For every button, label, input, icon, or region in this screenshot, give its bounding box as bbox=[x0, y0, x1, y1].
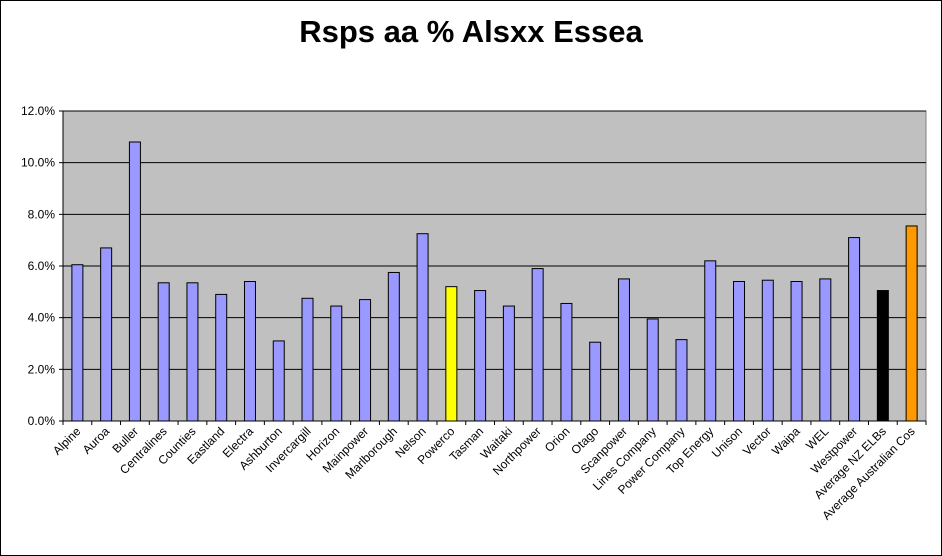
bar bbox=[243, 281, 256, 422]
bar bbox=[819, 278, 832, 422]
bar bbox=[186, 282, 199, 422]
bar bbox=[790, 281, 803, 422]
y-tick-label: 10.0% bbox=[21, 156, 55, 170]
bar bbox=[387, 271, 400, 422]
bar bbox=[100, 247, 113, 422]
x-tick-label: Waipa bbox=[769, 424, 803, 458]
bar bbox=[761, 279, 774, 422]
bar bbox=[617, 278, 630, 422]
bar bbox=[589, 341, 602, 422]
x-tick-label: Orion bbox=[542, 424, 573, 455]
bar bbox=[445, 286, 458, 422]
x-tick-label: Alpine bbox=[50, 424, 84, 458]
bar bbox=[704, 260, 717, 422]
y-tick-label: 12.0% bbox=[21, 104, 55, 118]
y-tick-label: 4.0% bbox=[28, 311, 56, 325]
bar bbox=[272, 340, 285, 422]
plot-area bbox=[62, 110, 927, 422]
y-tick-label: 0.0% bbox=[28, 414, 56, 428]
y-tick-label: 8.0% bbox=[28, 207, 56, 221]
bar bbox=[157, 282, 170, 422]
bar bbox=[905, 225, 918, 422]
bars bbox=[71, 141, 918, 422]
bar bbox=[359, 299, 372, 422]
x-tick-label: Auroa bbox=[80, 424, 113, 457]
chart-title: Rsps aa % Alsxx Essea bbox=[299, 14, 643, 49]
y-tick-label: 6.0% bbox=[28, 259, 56, 273]
axes bbox=[59, 110, 927, 425]
bar bbox=[646, 318, 659, 422]
bar bbox=[128, 141, 141, 422]
bar bbox=[675, 339, 688, 422]
bar bbox=[71, 264, 84, 422]
y-tick-label: 2.0% bbox=[28, 362, 56, 376]
bar bbox=[416, 233, 429, 422]
bar bbox=[474, 290, 487, 422]
bar bbox=[531, 268, 544, 422]
bar bbox=[502, 305, 515, 422]
bar bbox=[560, 302, 573, 422]
bar bbox=[876, 290, 889, 422]
x-tick-label: Unison bbox=[709, 424, 745, 460]
bar bbox=[733, 281, 746, 422]
bar bbox=[301, 297, 314, 422]
x-tick-label: Vector bbox=[740, 424, 774, 458]
bar bbox=[330, 305, 343, 422]
bar bbox=[848, 237, 861, 422]
bar bbox=[215, 293, 228, 422]
